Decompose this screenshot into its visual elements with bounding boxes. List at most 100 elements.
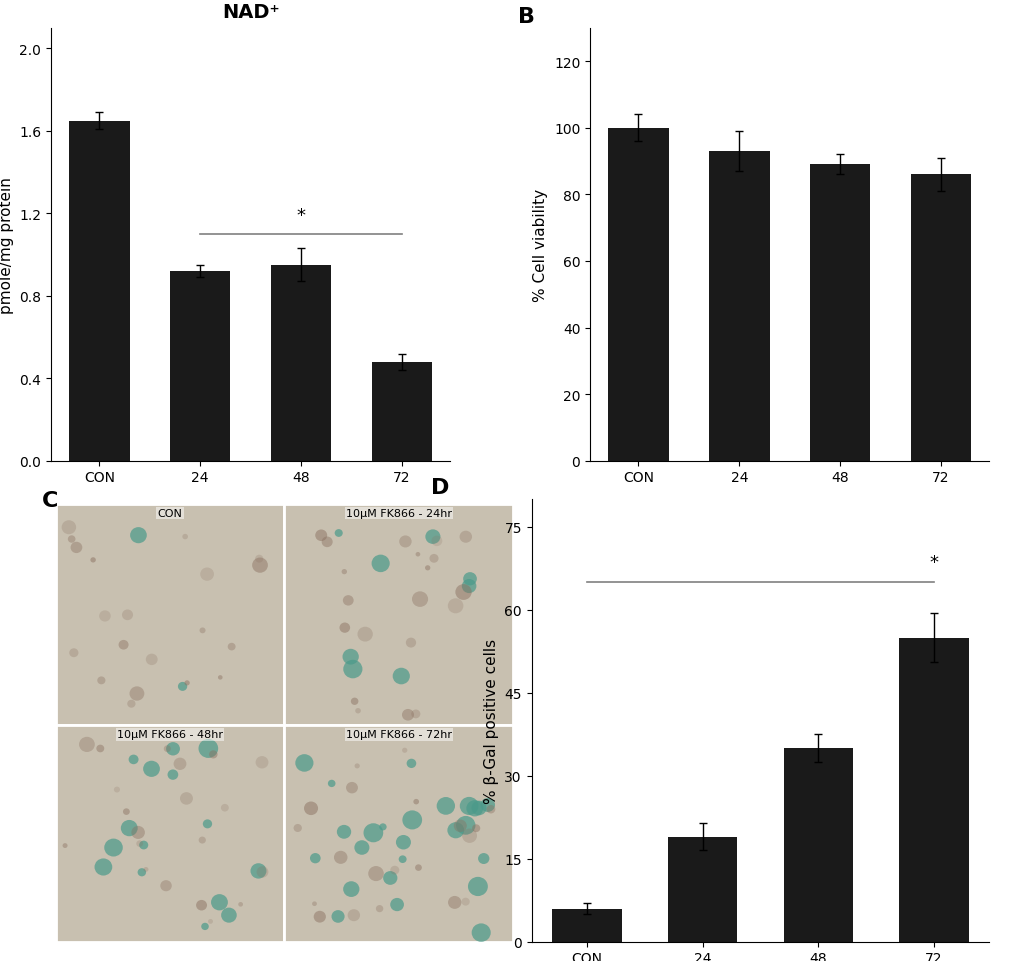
Circle shape (395, 835, 411, 850)
Circle shape (221, 804, 228, 812)
Y-axis label: pmole/mg protein: pmole/mg protein (0, 177, 13, 313)
Circle shape (131, 826, 145, 839)
Circle shape (315, 530, 327, 541)
Circle shape (252, 558, 268, 573)
Circle shape (471, 924, 490, 942)
Circle shape (334, 530, 342, 537)
Circle shape (339, 623, 350, 633)
Bar (783, 749, 852, 942)
Circle shape (468, 877, 487, 897)
Circle shape (463, 573, 477, 586)
Circle shape (429, 554, 438, 563)
Bar (271, 265, 331, 461)
Circle shape (376, 905, 383, 912)
Circle shape (447, 823, 464, 838)
Circle shape (143, 761, 160, 777)
Circle shape (310, 853, 320, 863)
Circle shape (447, 896, 461, 909)
Title: NAD⁺: NAD⁺ (221, 3, 279, 22)
Text: D: D (430, 478, 449, 498)
Circle shape (355, 764, 360, 769)
Circle shape (251, 863, 266, 878)
Circle shape (167, 770, 178, 780)
Circle shape (471, 801, 486, 816)
Circle shape (257, 866, 268, 877)
Bar (69, 121, 129, 461)
Circle shape (179, 792, 193, 805)
Circle shape (255, 555, 263, 563)
Circle shape (398, 855, 407, 863)
Circle shape (61, 521, 76, 534)
Text: 10μM FK866 - 72hr: 10μM FK866 - 72hr (345, 729, 451, 740)
Circle shape (472, 825, 480, 832)
Circle shape (128, 754, 139, 764)
Circle shape (398, 536, 412, 548)
Circle shape (453, 820, 467, 832)
Bar (899, 638, 968, 942)
Bar (607, 129, 668, 461)
Circle shape (436, 798, 454, 815)
Text: 10μM FK866 - 48hr: 10μM FK866 - 48hr (117, 729, 223, 740)
Text: 10μM FK866 (hr): 10μM FK866 (hr) (782, 617, 898, 631)
Circle shape (342, 649, 359, 665)
Bar (371, 362, 432, 461)
Circle shape (104, 839, 122, 856)
Text: 10μM FK866 - 24hr: 10μM FK866 - 24hr (345, 508, 451, 519)
Text: C: C (42, 491, 58, 511)
Circle shape (209, 751, 217, 758)
Bar (55, 726, 284, 942)
Bar (170, 272, 230, 461)
Circle shape (256, 756, 268, 769)
Circle shape (238, 902, 243, 906)
Circle shape (406, 638, 416, 648)
Circle shape (379, 824, 386, 830)
Circle shape (97, 677, 105, 684)
Circle shape (79, 737, 95, 752)
Text: CON: CON (157, 508, 182, 519)
Circle shape (296, 754, 313, 772)
Circle shape (415, 865, 422, 871)
Circle shape (70, 542, 83, 554)
Bar (708, 152, 768, 461)
Circle shape (160, 880, 171, 892)
Circle shape (461, 898, 470, 905)
Circle shape (199, 739, 218, 758)
Circle shape (201, 923, 209, 930)
Circle shape (347, 909, 360, 922)
Bar (910, 175, 970, 461)
Circle shape (312, 901, 317, 906)
Circle shape (114, 787, 120, 793)
Circle shape (68, 536, 75, 543)
Circle shape (137, 841, 143, 847)
Circle shape (355, 708, 361, 714)
Circle shape (371, 555, 389, 573)
Bar (284, 505, 513, 726)
Circle shape (345, 782, 358, 794)
Circle shape (351, 698, 358, 705)
Circle shape (342, 596, 354, 606)
Circle shape (120, 820, 138, 836)
Circle shape (173, 758, 186, 770)
Text: B: B (518, 8, 535, 27)
Text: *: * (928, 554, 937, 572)
Circle shape (139, 841, 148, 850)
Circle shape (122, 610, 132, 621)
Circle shape (96, 745, 104, 752)
Circle shape (401, 748, 407, 753)
Circle shape (343, 660, 362, 678)
Circle shape (455, 816, 475, 835)
Circle shape (331, 910, 344, 923)
Circle shape (184, 680, 190, 686)
Circle shape (200, 568, 214, 581)
Y-axis label: % Cell viability: % Cell viability (533, 188, 548, 302)
Circle shape (166, 742, 179, 755)
Circle shape (123, 808, 129, 815)
Circle shape (336, 825, 351, 839)
Circle shape (460, 797, 478, 815)
Circle shape (177, 682, 187, 691)
Circle shape (314, 911, 326, 923)
Bar (55, 505, 284, 726)
Circle shape (462, 579, 476, 594)
Circle shape (342, 881, 359, 897)
Circle shape (182, 534, 187, 540)
